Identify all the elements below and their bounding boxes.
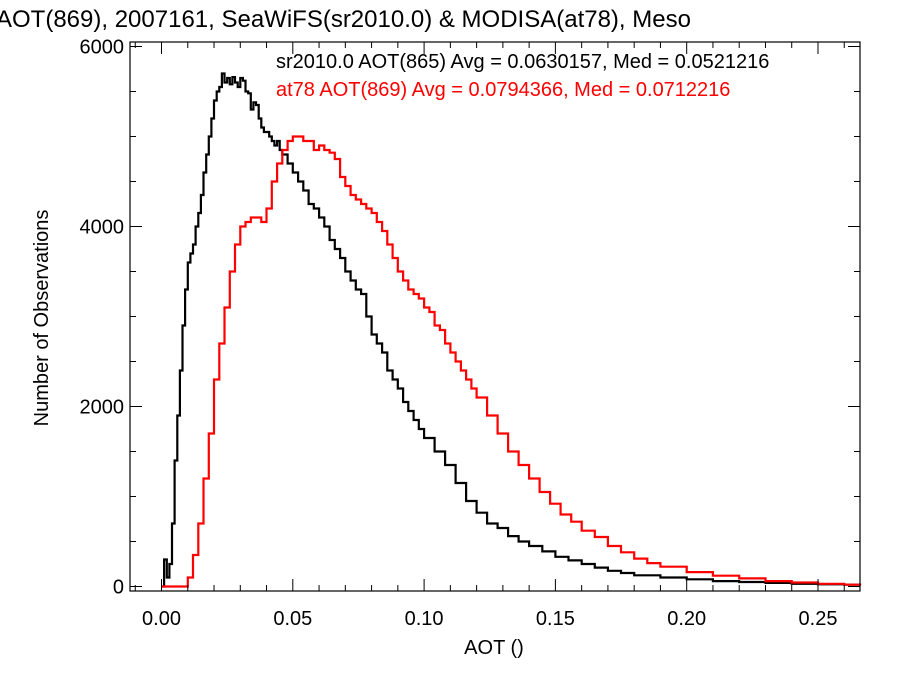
legend-entry-series-2: at78 AOT(869) Avg = 0.0794366, Med = 0.0… [276, 79, 730, 101]
y-tick-label: 6000 [80, 37, 125, 59]
y-tick-label: 0 [113, 577, 124, 599]
series-line-2 [161, 135, 862, 588]
x-tick-label: 0.15 [536, 608, 575, 630]
x-axis-label: AOT () [464, 637, 524, 659]
legend-entry-series-1: sr2010.0 AOT(865) Avg = 0.0630157, Med =… [276, 51, 769, 73]
y-tick-label: 2000 [80, 397, 125, 419]
x-tick-label: 0.05 [273, 608, 312, 630]
x-tick-label: 0.10 [405, 608, 444, 630]
plot-frame [129, 41, 861, 592]
chart-title: AOT(869), 2007161, SeaWiFS(sr2010.0) & M… [0, 6, 691, 33]
y-tick-label: 4000 [80, 217, 125, 239]
x-tick-label: 0.25 [799, 608, 838, 630]
series-line-1 [161, 72, 862, 588]
plot-area: 0.00 0.05 0.10 0.15 0.20 0.25 0 2000 4000 6000 [80, 37, 862, 630]
y-axis-label: Number of Observations [31, 210, 53, 427]
x-tick-label: 0.00 [142, 608, 181, 630]
x-tick-label: 0.20 [667, 608, 706, 630]
